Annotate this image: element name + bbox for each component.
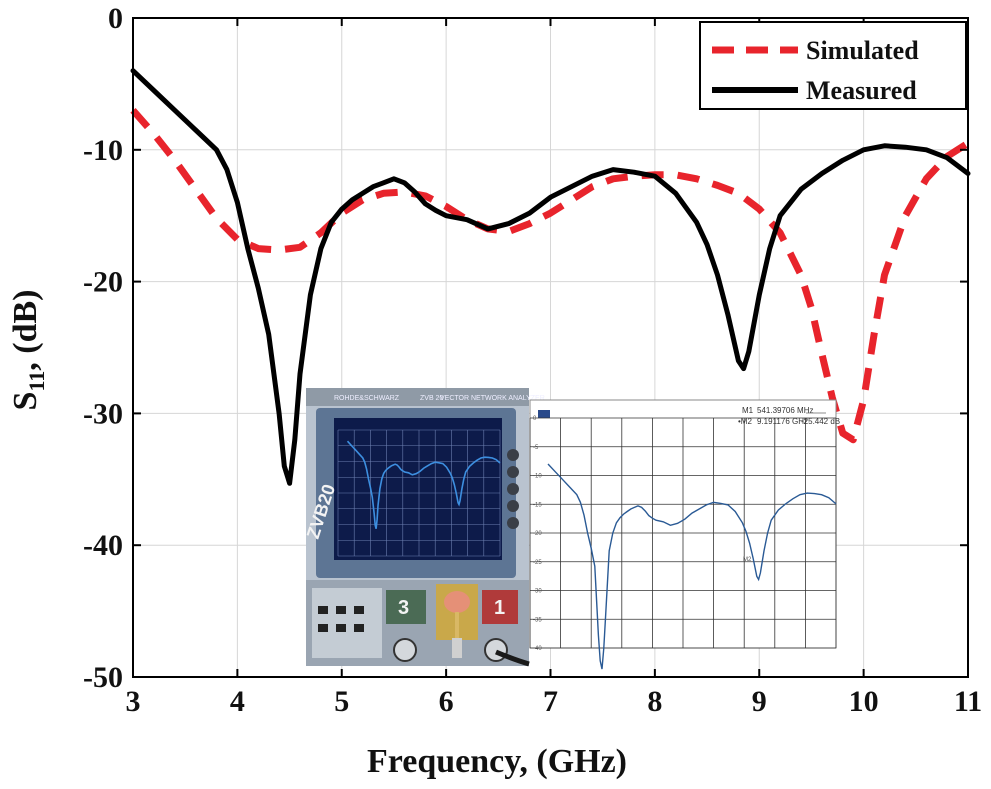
inset-y-tick-label: -5	[533, 445, 539, 451]
legend-simulated-label: Simulated	[806, 36, 919, 65]
inset-measured-trace	[547, 463, 837, 670]
y-axis-label-sub: 11	[24, 371, 49, 392]
x-axis-label: Frequency, (GHz)	[367, 743, 627, 780]
inset-y-tick-label: -25	[533, 560, 542, 566]
series-line-measured	[130, 68, 971, 486]
vna-brand-label: ROHDE&SCHWARZ	[334, 395, 400, 402]
x-tick-label: 3	[126, 685, 141, 718]
vna-screen-trace	[346, 440, 501, 529]
vna-buttons	[318, 606, 364, 632]
x-tick-label: 9	[752, 685, 767, 718]
x-tick-label: 6	[439, 685, 454, 718]
y-tick-label: 0	[108, 2, 123, 35]
inset-y-ticks: 0 -5 -10 -15 -20 -25 -30 -35 -40	[533, 416, 542, 652]
inset-y-tick-label: -40	[533, 646, 542, 652]
inset-marker2-value: -25.442 dB	[801, 417, 840, 426]
vna-photo-inset: ROHDE&SCHWARZ ZVB 20 VECTOR NETWORK ANAL…	[303, 388, 545, 667]
inset-marker2-freq: 9.191176 GHz	[757, 417, 808, 426]
x-tick-label: 7	[543, 685, 558, 718]
x-tick-label: 10	[849, 685, 879, 718]
x-tick-label: 11	[954, 685, 982, 718]
y-tick-label: -50	[83, 661, 123, 694]
series-line-simulated	[130, 107, 970, 444]
tick-labels: 3 4 5 6 7 8 9 10 110-10-20-30-40-50	[83, 2, 982, 718]
vna-port-3-label: 3	[398, 597, 409, 619]
legend: Simulated Measured	[699, 21, 967, 110]
inset-marker1-name: M1	[742, 406, 754, 415]
y-axis-label-main: S	[7, 392, 44, 411]
legend-measured-label: Measured	[806, 76, 917, 105]
x-tick-label: 5	[334, 685, 349, 718]
inset-marker1-freq: 541.39706 MHz	[757, 406, 813, 415]
inset-marker-label: M2	[743, 557, 752, 563]
y-tick-label: -10	[83, 134, 123, 167]
inset-y-tick-label: 0	[533, 416, 537, 422]
vna-side-knobs	[507, 449, 519, 529]
inset-marker2-name: •M2	[738, 417, 752, 426]
data-curves	[130, 68, 971, 486]
y-tick-label: -30	[83, 397, 123, 430]
y-axis-label: S11, (dB)	[7, 290, 49, 411]
inset-y-tick-label: -35	[533, 617, 542, 623]
x-tick-label: 8	[647, 685, 662, 718]
inset-y-tick-label: -10	[533, 474, 542, 480]
x-tick-label: 4	[230, 685, 245, 718]
inset-y-tick-label: -15	[533, 502, 542, 508]
inset-y-tick-label: -30	[533, 589, 542, 595]
inset-grid-lines	[529, 417, 837, 649]
vna-title-label: VECTOR NETWORK ANALYZER	[440, 395, 545, 402]
vna-screen-grid	[337, 429, 501, 557]
y-tick-label: -40	[83, 529, 123, 562]
vna-port-1-label: 1	[494, 597, 505, 619]
y-tick-label: -20	[83, 266, 123, 299]
inset-y-tick-label: -20	[533, 531, 542, 537]
vna-model-label: ZVB 20	[420, 395, 443, 402]
y-axis-label-rest: , (dB)	[7, 290, 44, 371]
vna-trace-inset: 0 -5 -10 -15 -20 -25 -30 -35 -40 M1 541.39706 MH…	[529, 399, 840, 670]
